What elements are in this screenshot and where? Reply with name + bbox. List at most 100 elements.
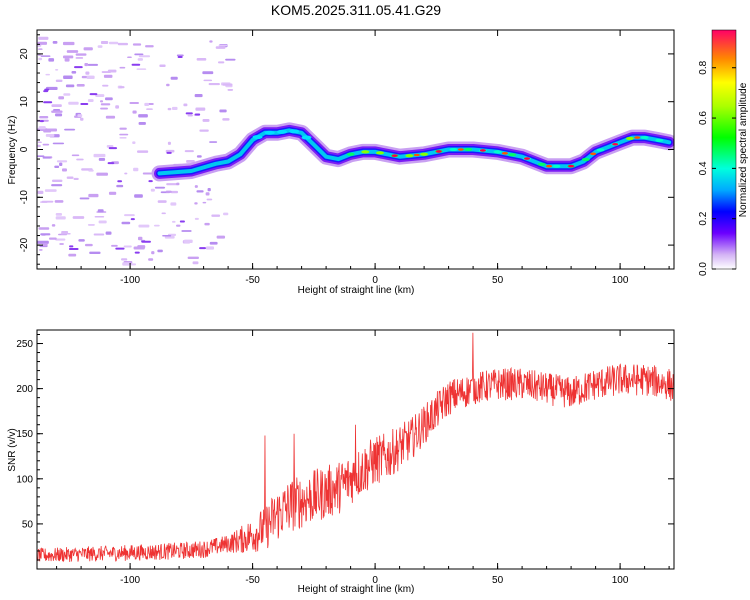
spectrogram-scatter-layer — [37, 36, 236, 266]
y-tick-label: 150 — [16, 429, 33, 440]
noise-speckle — [58, 96, 65, 100]
noise-speckle — [195, 107, 206, 111]
noise-speckle — [215, 46, 226, 49]
noise-speckle — [172, 220, 176, 223]
noise-speckle — [129, 102, 139, 104]
noise-speckle — [194, 94, 203, 98]
noise-speckle — [115, 247, 125, 250]
noise-speckle — [137, 58, 143, 61]
noise-speckle — [183, 239, 193, 243]
noise-speckle — [100, 103, 111, 106]
noise-speckle — [68, 101, 79, 105]
noise-speckle — [55, 113, 63, 117]
colorbar-tick-label: 0.6 — [698, 111, 709, 125]
ridge-hotspot — [252, 135, 263, 140]
noise-speckle — [64, 58, 70, 62]
ridge-peak — [612, 142, 619, 146]
noise-speckle — [138, 236, 143, 241]
noise-speckle — [97, 209, 104, 213]
y-tick-label: -10 — [19, 190, 30, 205]
noise-speckle — [117, 180, 123, 183]
noise-speckle — [54, 200, 64, 203]
noise-speckle — [203, 79, 213, 82]
spectrogram-y-ticks: -20 -10 0 10 20 — [19, 34, 674, 265]
noise-speckle — [167, 141, 171, 145]
noise-speckle — [39, 116, 49, 119]
noise-speckle — [132, 141, 136, 145]
noise-speckle — [72, 216, 85, 219]
noise-speckle — [108, 191, 117, 195]
noise-speckle — [101, 71, 112, 73]
noise-speckle — [38, 57, 43, 61]
noise-speckle — [187, 256, 199, 259]
noise-speckle — [61, 230, 69, 234]
noise-speckle — [187, 114, 193, 117]
noise-speckle — [77, 114, 83, 118]
noise-speckle — [165, 149, 175, 153]
colorbar-tick-label: 0.2 — [698, 211, 709, 225]
ridge-peak — [457, 148, 464, 151]
y-tick-label: 250 — [16, 339, 33, 350]
noise-speckle — [52, 142, 65, 145]
noise-speckle — [216, 235, 226, 239]
noise-speckle — [44, 88, 50, 91]
noise-speckle — [196, 58, 207, 61]
noise-speckle — [63, 93, 71, 96]
noise-speckle — [87, 99, 94, 103]
noise-speckle — [166, 83, 170, 87]
noise-speckle — [199, 247, 206, 250]
noise-speckle — [98, 220, 107, 224]
ridge-hotspot — [640, 135, 649, 140]
noise-speckle — [103, 74, 113, 78]
noise-speckle — [167, 107, 172, 111]
noise-speckle — [196, 155, 202, 158]
noise-speckle — [65, 84, 75, 88]
noise-speckle — [202, 71, 214, 75]
noise-speckle — [205, 246, 215, 250]
noise-speckle — [165, 190, 172, 193]
noise-speckle — [43, 101, 53, 104]
noise-speckle — [186, 160, 195, 163]
noise-speckle — [108, 147, 118, 150]
noise-speckle — [166, 183, 178, 186]
noise-speckle — [42, 157, 51, 159]
noise-speckle — [119, 86, 125, 89]
noise-speckle — [194, 185, 198, 188]
noise-speckle — [148, 258, 154, 261]
noise-speckle — [83, 47, 93, 51]
y-tick-label: -20 — [19, 237, 30, 252]
snr-y-ticks: 50 100 150 200 250 — [16, 334, 674, 561]
noise-speckle — [80, 117, 84, 121]
noise-speckle — [132, 110, 137, 114]
y-tick-label: 100 — [16, 474, 33, 485]
noise-speckle — [207, 188, 211, 192]
noise-speckle — [134, 53, 144, 56]
noise-speckle — [80, 103, 89, 106]
noise-speckle — [119, 137, 127, 139]
noise-speckle — [136, 68, 147, 70]
noise-speckle — [166, 151, 172, 154]
noise-speckle — [96, 172, 108, 176]
ridge-hotspot — [405, 154, 414, 158]
noise-speckle — [89, 93, 98, 96]
colorbar-ticks: 0.0 0.2 0.4 0.6 0.8 — [698, 60, 736, 276]
noise-speckle — [145, 45, 154, 48]
noise-speckle — [219, 109, 227, 113]
x-tick-label: -100 — [120, 275, 140, 286]
noise-speckle — [99, 100, 104, 103]
noise-speckle — [176, 224, 181, 227]
ridge-peak — [501, 152, 508, 155]
x-tick-label: 50 — [492, 575, 504, 586]
noise-speckle — [86, 75, 95, 79]
noise-speckle — [205, 192, 210, 196]
noise-speckle — [131, 63, 141, 66]
noise-speckle — [185, 112, 193, 115]
noise-speckle — [170, 190, 179, 194]
noise-speckle — [75, 56, 84, 59]
spectrogram-ridge-layer — [151, 122, 674, 182]
noise-speckle — [55, 79, 63, 82]
noise-speckle — [85, 71, 90, 75]
noise-speckle — [79, 197, 90, 200]
noise-speckle — [76, 84, 85, 87]
